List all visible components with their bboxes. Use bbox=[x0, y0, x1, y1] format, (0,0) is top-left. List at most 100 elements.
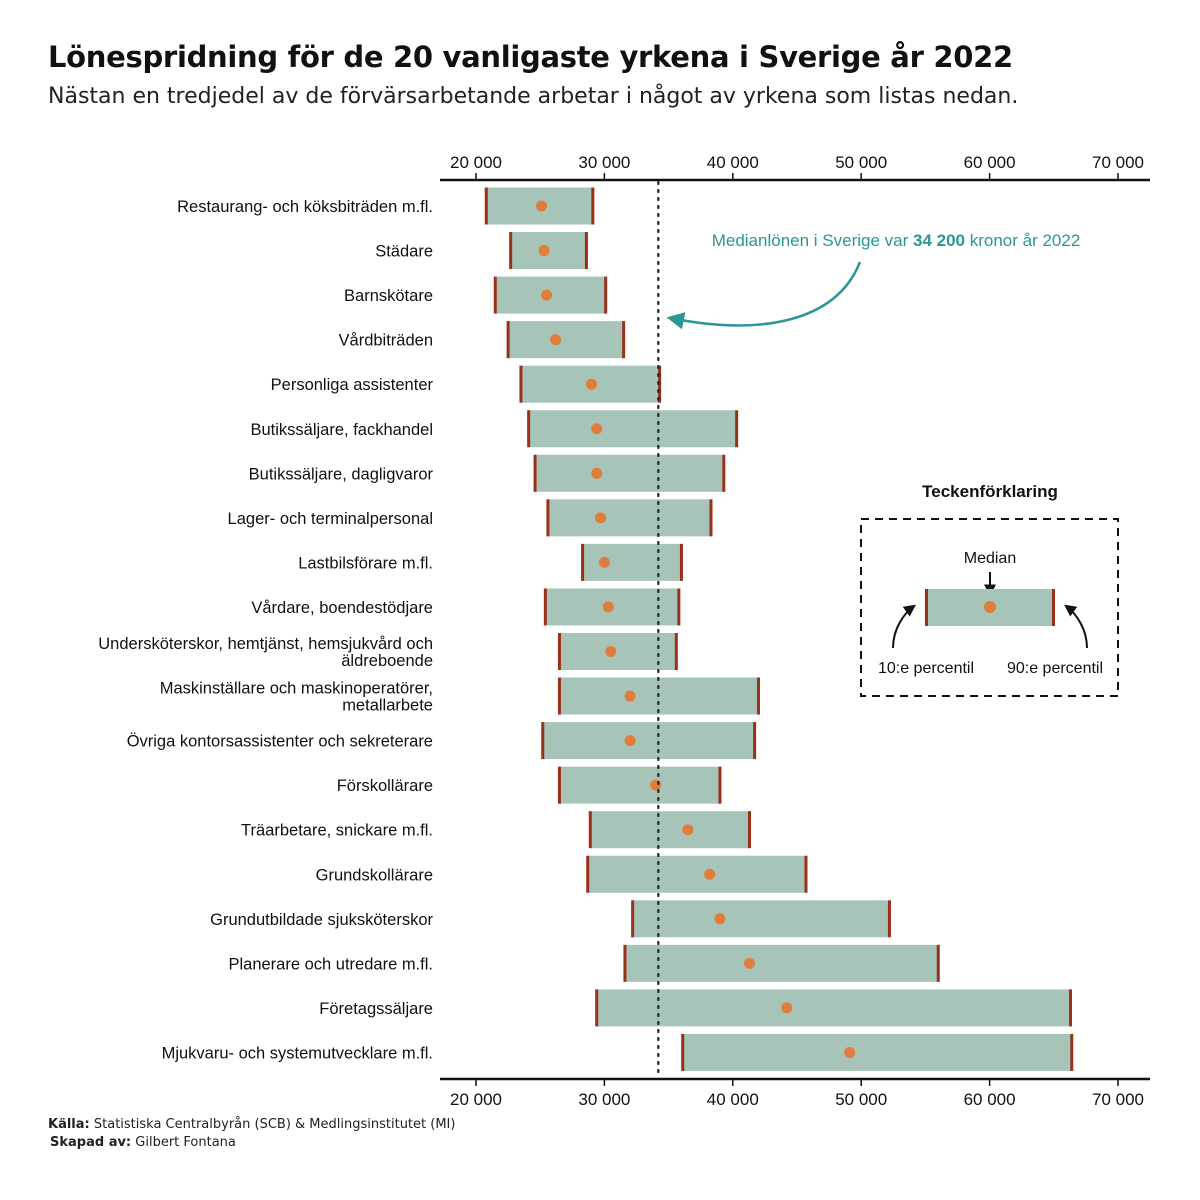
p10-marker bbox=[588, 811, 592, 849]
category-label: Undersköterskor, hemtjänst, hemsjukvård … bbox=[98, 635, 433, 653]
legend-p10-marker bbox=[925, 589, 928, 626]
category-label: Maskinställare och maskinoperatörer, bbox=[160, 680, 433, 698]
p10-marker bbox=[581, 543, 585, 581]
median-dot bbox=[595, 512, 607, 524]
median-dot bbox=[591, 467, 603, 479]
median-dot bbox=[591, 423, 603, 435]
category-label: Butikssäljare, fackhandel bbox=[250, 421, 433, 439]
legend-p90-arrow bbox=[1064, 604, 1088, 649]
salary-range-bar bbox=[624, 944, 939, 982]
source-label: Källa: bbox=[48, 1117, 90, 1132]
salary-range-bar bbox=[590, 811, 750, 849]
p10-marker bbox=[509, 232, 513, 270]
top-tick-label: 20 000 bbox=[450, 153, 502, 172]
axes-layer: 20 000 20 000 30 000 30 000 40 000 40 000 50 0… bbox=[440, 153, 1150, 1109]
bottom-tick-label: 60 000 bbox=[964, 1090, 1016, 1109]
category-label: Planerare och utredare m.fl. bbox=[228, 955, 433, 973]
p90-marker bbox=[753, 722, 757, 760]
p10-marker bbox=[631, 900, 635, 938]
p10-marker bbox=[519, 365, 523, 403]
legend-title: Teckenförklaring bbox=[922, 482, 1058, 501]
legend-box bbox=[860, 518, 1119, 697]
median-dot bbox=[624, 735, 636, 747]
legend-median-dot bbox=[984, 601, 996, 613]
category-label: Butikssäljare, dagligvaror bbox=[249, 465, 434, 483]
p90-marker bbox=[756, 677, 760, 715]
p10-marker bbox=[541, 722, 545, 760]
p10-marker bbox=[546, 499, 550, 537]
salary-range-bar bbox=[535, 454, 724, 492]
p90-marker bbox=[804, 855, 808, 893]
top-tick-label: 40 000 bbox=[707, 153, 759, 172]
top-tick-label: 60 000 bbox=[964, 153, 1016, 172]
p90-marker bbox=[677, 588, 681, 626]
p10-marker bbox=[623, 944, 627, 982]
median-annotation: Medianlönen i Sverige var 34 200 kronor … bbox=[712, 231, 1081, 250]
p90-marker bbox=[1070, 1033, 1074, 1071]
salary-range-bar bbox=[542, 722, 755, 760]
p90-marker bbox=[658, 365, 662, 403]
legend-p90-marker bbox=[1052, 589, 1055, 626]
median-dot bbox=[586, 378, 598, 390]
chart-title: Lönespridning för de 20 vanligaste yrken… bbox=[48, 40, 1013, 74]
bottom-tick-label: 40 000 bbox=[707, 1090, 759, 1109]
median-annotation-arrow bbox=[666, 261, 862, 330]
median-dot bbox=[704, 868, 716, 880]
author-label: Skapad av: bbox=[50, 1135, 132, 1150]
category-label: metallarbete bbox=[342, 697, 433, 715]
p10-marker bbox=[557, 766, 561, 804]
category-label: Mjukvaru- och systemutvecklare m.fl. bbox=[162, 1044, 433, 1062]
legend: Teckenförklaring Median 10:e percentil 9… bbox=[860, 482, 1119, 697]
bottom-tick-label: 70 000 bbox=[1092, 1090, 1144, 1109]
legend-p90-label: 90:e percentil bbox=[1007, 660, 1103, 677]
bars-layer bbox=[484, 187, 1074, 1071]
p90-marker bbox=[718, 766, 722, 804]
salary-range-bar bbox=[632, 900, 890, 938]
median-dot bbox=[844, 1046, 856, 1058]
p10-marker bbox=[586, 855, 590, 893]
p10-marker bbox=[557, 677, 561, 715]
category-label: Förskollärare bbox=[337, 777, 433, 795]
p90-marker bbox=[936, 944, 940, 982]
p90-marker bbox=[622, 321, 626, 359]
category-label: Företagssäljare bbox=[319, 1000, 433, 1018]
legend-p10-arrow bbox=[892, 604, 916, 649]
p90-marker bbox=[584, 232, 588, 270]
p90-marker bbox=[709, 499, 713, 537]
category-label: Lastbilsförare m.fl. bbox=[298, 554, 433, 572]
category-label: Barnskötare bbox=[344, 287, 433, 305]
p90-marker bbox=[722, 454, 726, 492]
category-label: Vårdbiträden bbox=[339, 332, 433, 350]
source-text: Statistiska Centralbyrån (SCB) & Medling… bbox=[93, 1117, 456, 1132]
category-label: äldreboende bbox=[341, 652, 433, 670]
median-dot bbox=[624, 690, 636, 702]
p10-marker bbox=[681, 1033, 685, 1071]
p10-marker bbox=[493, 276, 497, 314]
p90-marker bbox=[747, 811, 751, 849]
median-dot bbox=[550, 334, 562, 346]
median-dot bbox=[602, 601, 614, 613]
p90-marker bbox=[679, 543, 683, 581]
top-tick-label: 50 000 bbox=[835, 153, 887, 172]
salary-range-bar bbox=[559, 766, 720, 804]
salary-range-bar bbox=[587, 855, 806, 893]
category-label: Personliga assistenter bbox=[271, 376, 434, 394]
p90-marker bbox=[735, 410, 739, 448]
median-dot bbox=[541, 289, 553, 301]
median-annotation-prefix: Medianlönen i Sverige var bbox=[712, 231, 913, 250]
bottom-tick-label: 20 000 bbox=[450, 1090, 502, 1109]
median-dot bbox=[605, 646, 617, 657]
median-dot bbox=[650, 779, 662, 791]
p90-marker bbox=[604, 276, 608, 314]
chart-subtitle: Nästan en tredjedel av de förvärsarbetan… bbox=[48, 84, 1019, 109]
p10-marker bbox=[557, 633, 561, 670]
median-dot bbox=[682, 824, 694, 836]
p10-marker bbox=[484, 187, 488, 225]
median-dot bbox=[781, 1002, 793, 1014]
p90-marker bbox=[887, 900, 891, 938]
author-line: Skapad av: Gilbert Fontana bbox=[48, 1134, 455, 1152]
p10-marker bbox=[527, 410, 531, 448]
median-dot bbox=[714, 913, 726, 925]
category-label: Övriga kontorsassistenter och sekreterar… bbox=[127, 733, 433, 751]
category-label: Grundutbildade sjuksköterskor bbox=[210, 911, 433, 929]
